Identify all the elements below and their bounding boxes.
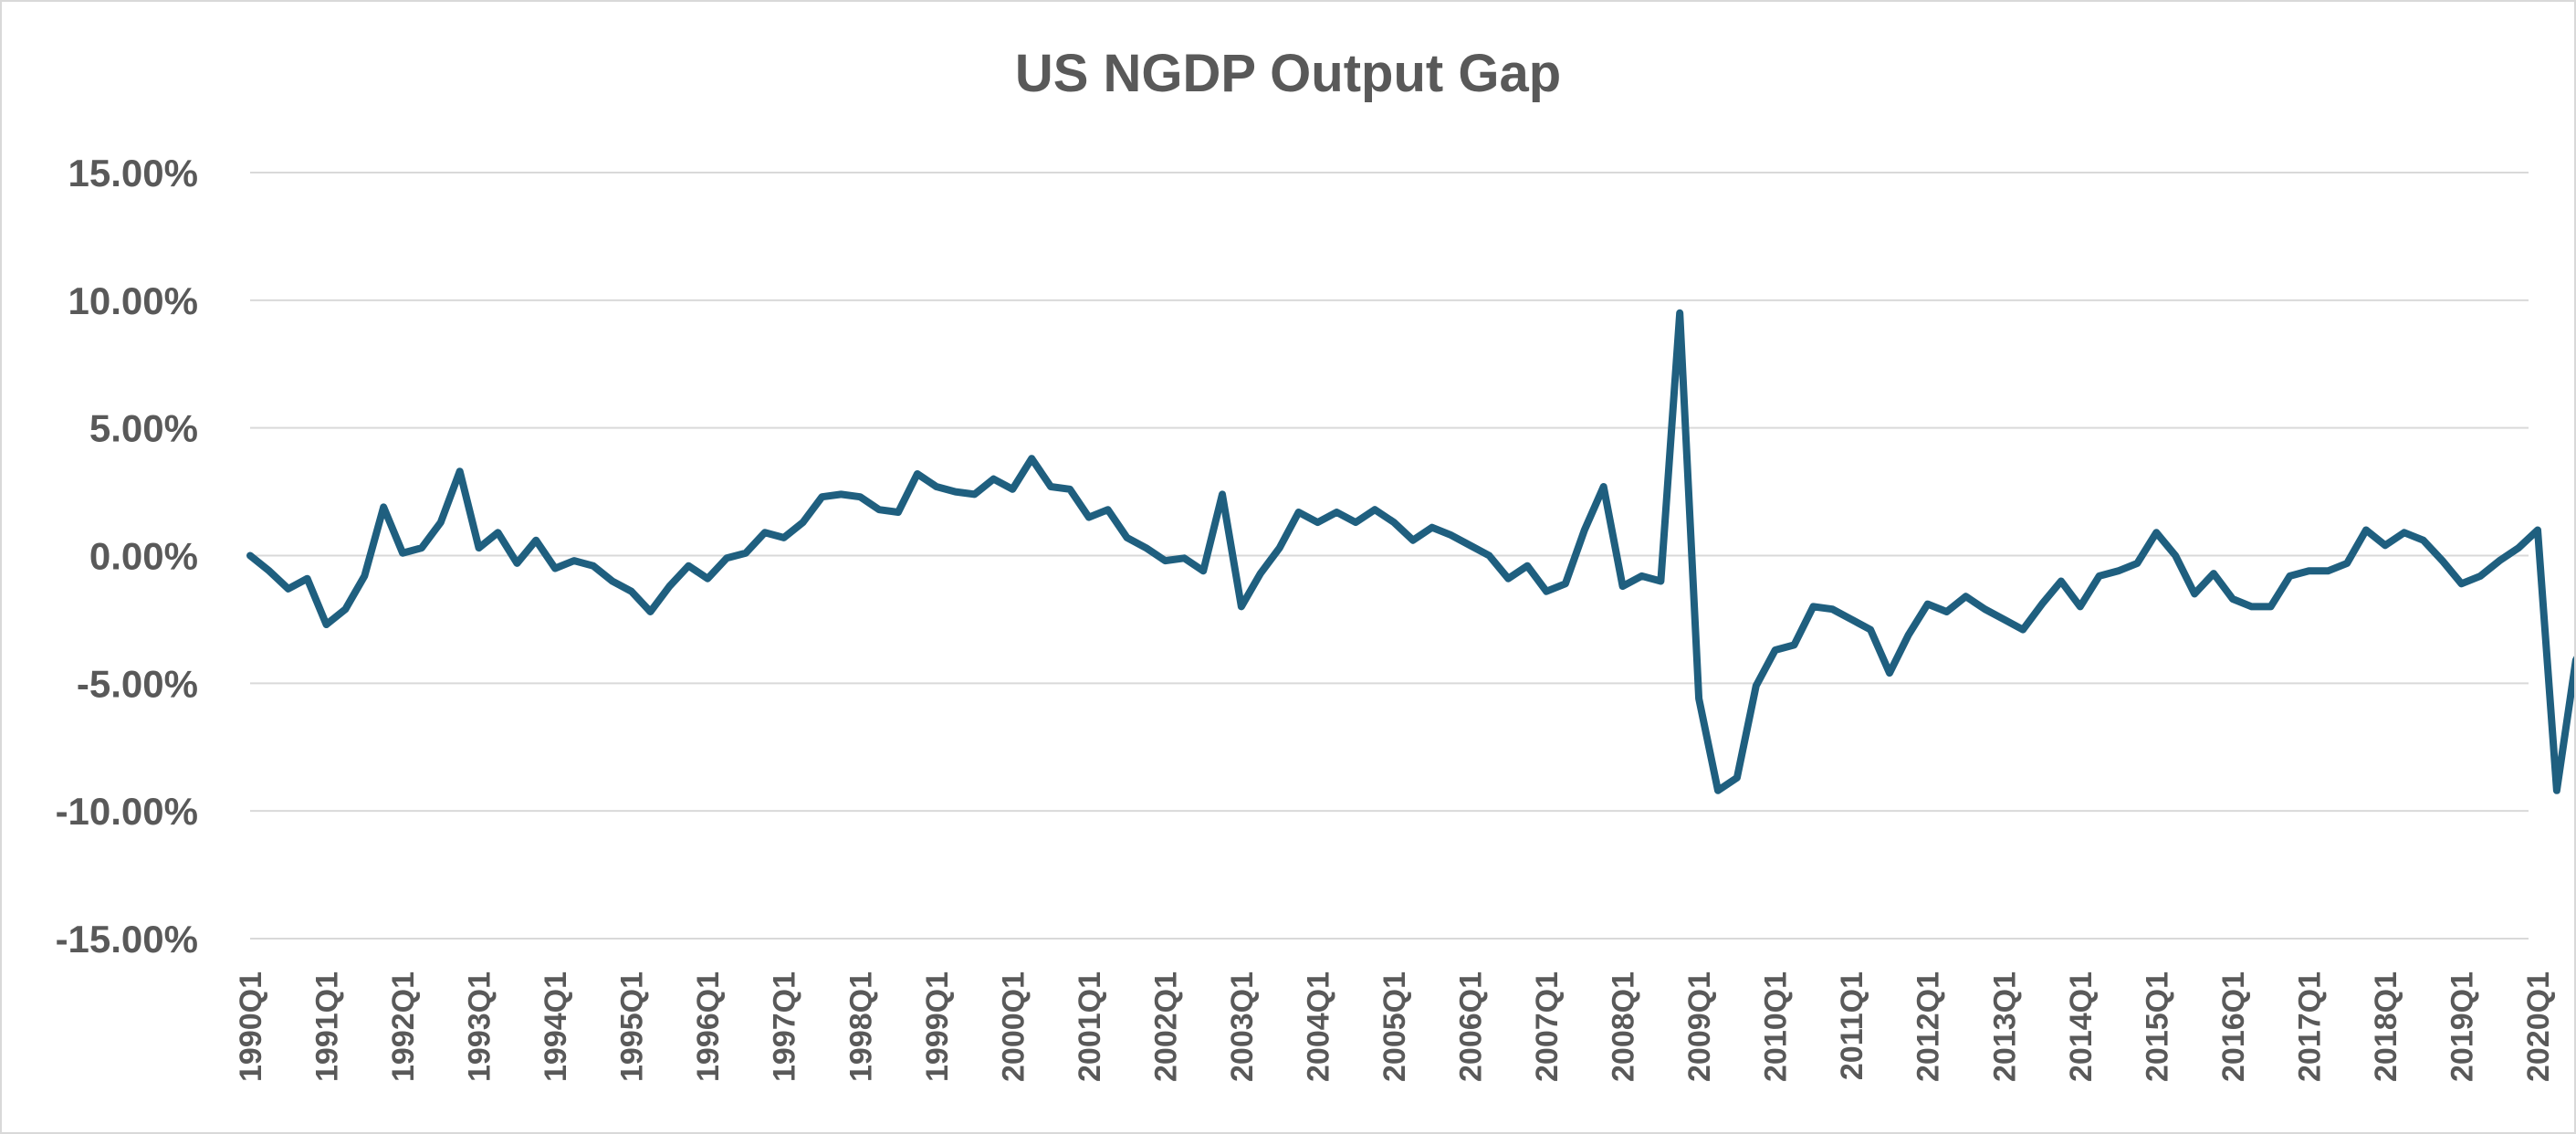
gridlines — [250, 172, 2529, 940]
x-tick-label: 2005Q1 — [1377, 971, 1412, 1082]
y-tick-label: 15.00% — [68, 152, 198, 194]
x-tick-label: 2019Q1 — [2445, 971, 2479, 1082]
y-tick-label: 0.00% — [89, 535, 198, 578]
x-tick-label: 1992Q1 — [386, 971, 421, 1082]
x-tick-label: 2018Q1 — [2369, 971, 2403, 1082]
y-tick-label: -10.00% — [56, 790, 198, 833]
x-tick-label: 2012Q1 — [1911, 971, 1946, 1082]
y-tick-label: 10.00% — [68, 279, 198, 322]
x-tick-label: 2020Q1 — [2521, 971, 2556, 1082]
x-tick-label: 1997Q1 — [768, 971, 802, 1082]
x-tick-label: 2003Q1 — [1225, 971, 1260, 1082]
x-tick-label: 2002Q1 — [1148, 971, 1183, 1082]
x-tick-label: 2001Q1 — [1073, 971, 1107, 1082]
x-tick-label: 1995Q1 — [615, 971, 650, 1082]
y-tick-label: -15.00% — [56, 918, 198, 961]
x-tick-label: 2014Q1 — [2064, 971, 2099, 1082]
x-tick-label: 1994Q1 — [539, 971, 573, 1082]
x-tick-label: 2013Q1 — [1987, 971, 2022, 1082]
series-line — [246, 309, 2574, 794]
x-tick-label: 1990Q1 — [234, 971, 268, 1082]
x-tick-label: 1998Q1 — [843, 971, 878, 1082]
x-tick-label: 1993Q1 — [463, 971, 497, 1082]
y-axis-ticks: 15.00% 10.00% 5.00% 0.00% -5.00% -10.00% -15.0… — [56, 152, 198, 961]
x-tick-label: 2009Q1 — [1682, 971, 1717, 1082]
chart-title: US NGDP Output Gap — [1015, 44, 1561, 103]
y-tick-label: -5.00% — [77, 662, 198, 705]
x-tick-label: 2000Q1 — [996, 971, 1031, 1082]
x-tick-label: 2011Q1 — [1835, 971, 1869, 1080]
x-tick-label: 2004Q1 — [1301, 971, 1335, 1082]
x-tick-label: 1996Q1 — [691, 971, 726, 1082]
series-layer — [246, 309, 2574, 794]
x-tick-label: 2006Q1 — [1454, 971, 1489, 1082]
x-tick-label: 2010Q1 — [1759, 971, 1794, 1082]
x-tick-label: 1999Q1 — [920, 971, 955, 1082]
x-tick-label: 2008Q1 — [1607, 971, 1641, 1082]
x-tick-label: 2017Q1 — [2292, 971, 2327, 1082]
x-tick-label: 2007Q1 — [1530, 971, 1565, 1082]
x-axis-ticks: 1990Q1 1991Q1 1992Q1 1993Q1 1994Q1 1995Q1 1996… — [234, 971, 2556, 1082]
x-tick-label: 2015Q1 — [2140, 971, 2174, 1082]
x-tick-label: 1991Q1 — [310, 971, 345, 1082]
y-tick-label: 5.00% — [89, 407, 198, 450]
x-tick-label: 2016Q1 — [2216, 971, 2251, 1082]
